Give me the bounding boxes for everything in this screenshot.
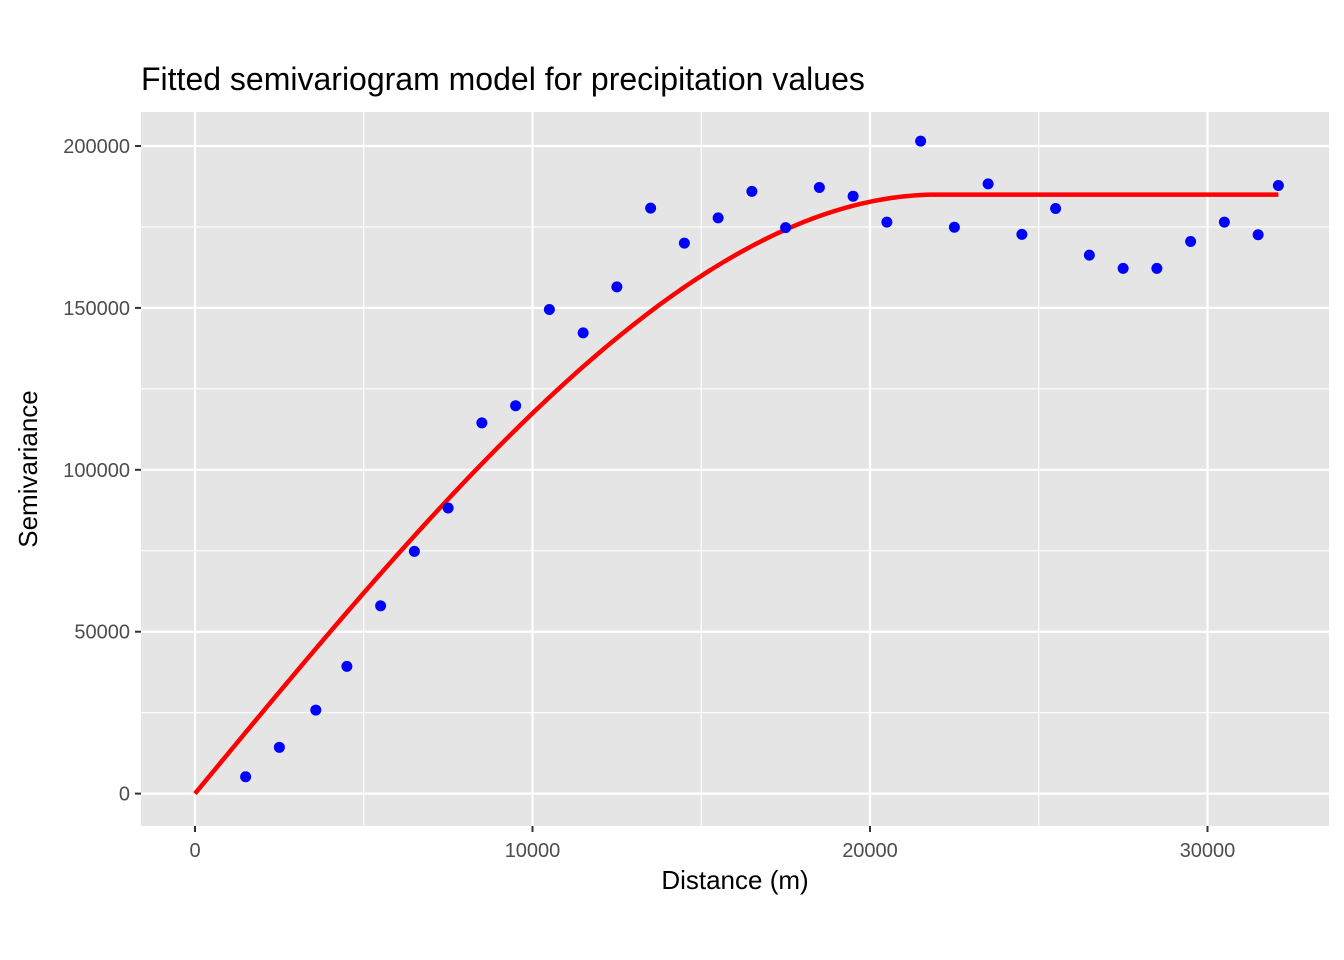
data-point: [780, 222, 792, 234]
data-point: [746, 185, 758, 197]
y-tick-label: 0: [119, 784, 130, 806]
model-layer: [193, 192, 1279, 796]
data-point: [476, 417, 488, 429]
fitted-model-line: [193, 192, 1279, 796]
data-point: [645, 202, 657, 214]
y-tick-label: 50000: [74, 622, 130, 644]
y-axis: 0 50000 100000 150000 200000: [63, 136, 141, 806]
data-point: [408, 545, 420, 557]
x-tick-label: 10000: [505, 840, 561, 862]
data-point: [712, 212, 724, 224]
data-point: [813, 181, 825, 193]
x-tick-label: 0: [189, 840, 200, 862]
data-point: [510, 400, 522, 412]
data-point: [543, 304, 555, 316]
y-tick-label: 150000: [63, 298, 130, 320]
data-point: [375, 600, 387, 612]
data-point: [678, 237, 690, 249]
x-axis-title: Distance (m): [661, 865, 808, 895]
data-point: [915, 135, 927, 147]
y-tick-label: 200000: [63, 136, 130, 158]
x-tick-label: 30000: [1180, 840, 1236, 862]
data-point: [881, 216, 893, 228]
data-point: [1218, 216, 1230, 228]
data-point: [847, 190, 859, 202]
points-layer: [240, 135, 1284, 783]
x-tick-label: 20000: [842, 840, 898, 862]
data-point: [240, 771, 252, 783]
chart-title: Fitted semivariogram model for precipita…: [141, 61, 865, 97]
data-point: [611, 281, 623, 293]
data-point: [948, 221, 960, 233]
x-axis: 0 10000 20000 30000: [189, 826, 1235, 862]
data-point: [1185, 236, 1197, 248]
data-point: [442, 502, 454, 514]
data-point: [1117, 262, 1129, 274]
data-point: [273, 741, 285, 753]
data-point: [982, 178, 994, 190]
data-point: [577, 327, 589, 339]
y-axis-title: Semivariance: [13, 390, 43, 548]
data-point: [1272, 180, 1284, 192]
data-point: [1050, 202, 1062, 214]
data-point: [310, 704, 322, 716]
data-point: [1151, 262, 1163, 274]
data-point: [341, 660, 353, 672]
y-tick-label: 100000: [63, 460, 130, 482]
data-point: [1083, 249, 1095, 261]
data-point: [1252, 229, 1264, 241]
data-point: [1016, 228, 1028, 240]
major-gridlines: [141, 112, 1329, 826]
